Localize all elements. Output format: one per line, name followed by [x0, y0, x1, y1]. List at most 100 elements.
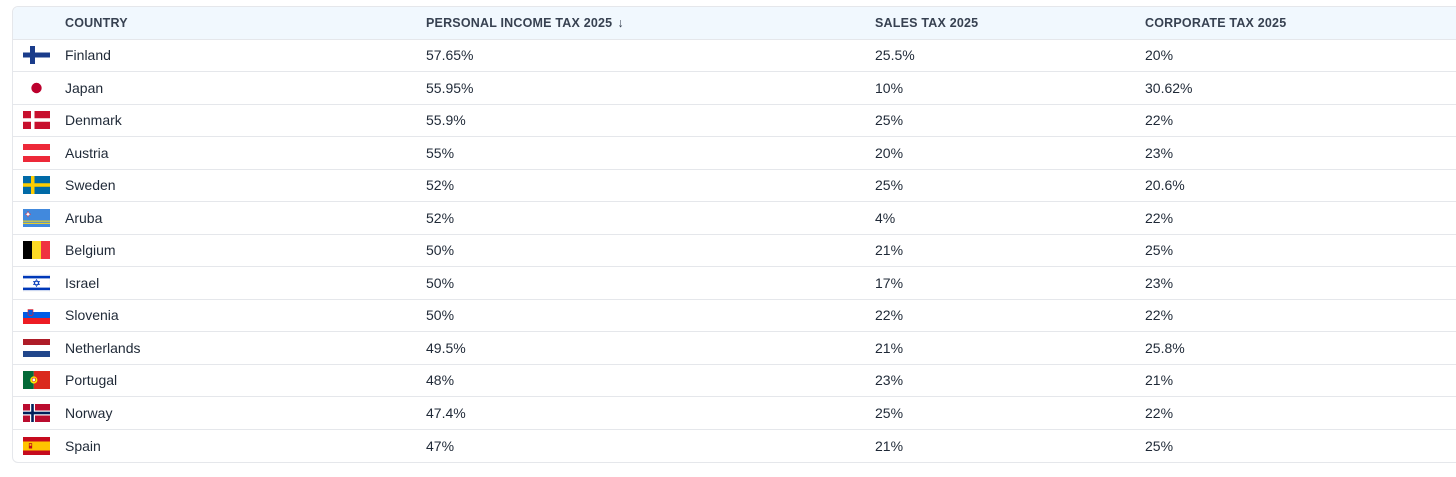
personal-income-tax-value: 55%	[426, 144, 455, 161]
personal-income-tax-value: 50%	[426, 242, 455, 259]
country-name: Norway	[65, 404, 113, 421]
header-country[interactable]: COUNTRY	[65, 7, 426, 40]
flag-cell	[13, 39, 65, 72]
country-name: Israel	[65, 274, 100, 291]
header-personal-income-tax[interactable]: PERSONAL INCOME TAX 2025 ↓	[426, 7, 875, 40]
israel-flag-icon	[23, 273, 50, 292]
corporate-tax-value: 21%	[1145, 372, 1174, 389]
country-name: Slovenia	[65, 307, 119, 324]
corporate-tax-value: 23%	[1145, 144, 1174, 161]
personal-income-tax-value: 57.65%	[426, 47, 474, 64]
flag-cell	[13, 299, 65, 332]
flag-cell	[13, 234, 65, 267]
flag-cell	[13, 397, 65, 430]
corporate-tax-value: 23%	[1145, 274, 1174, 291]
norway-flag-icon	[23, 403, 50, 422]
flag-cell	[13, 267, 65, 300]
personal-income-tax-value: 52%	[426, 209, 455, 226]
sales-tax-value: 25.5%	[875, 47, 915, 64]
sales-tax-value: 21%	[875, 339, 904, 356]
flag-cell	[13, 364, 65, 397]
sales-tax-value: 21%	[875, 242, 904, 259]
country-name: Aruba	[65, 209, 103, 226]
sales-tax-value: 20%	[875, 144, 904, 161]
sweden-flag-icon	[23, 176, 50, 195]
sales-tax-value: 25%	[875, 112, 904, 129]
personal-income-tax-value: 50%	[426, 274, 455, 291]
header-sales-tax[interactable]: SALES TAX 2025	[875, 7, 1145, 40]
personal-income-tax-value: 49.5%	[426, 339, 466, 356]
table-row: Slovenia 50% 22% 22%	[13, 299, 1456, 332]
corporate-tax-value: 30.62%	[1145, 79, 1193, 96]
sales-tax-value: 4%	[875, 209, 896, 226]
table-row: Portugal 48% 23% 21%	[13, 364, 1456, 397]
sales-tax-value: 25%	[875, 177, 904, 194]
table-row: Finland 57.65% 25.5% 20%	[13, 39, 1456, 72]
tax-table: COUNTRY PERSONAL INCOME TAX 2025 ↓ SALES …	[13, 7, 1456, 462]
sales-tax-value: 22%	[875, 307, 904, 324]
sales-tax-value: 21%	[875, 437, 904, 454]
sales-tax-value: 17%	[875, 274, 904, 291]
country-name: Portugal	[65, 372, 118, 389]
corporate-tax-value: 25%	[1145, 437, 1174, 454]
country-name: Japan	[65, 79, 104, 96]
flag-cell	[13, 137, 65, 170]
personal-income-tax-value: 52%	[426, 177, 455, 194]
personal-income-tax-value: 47.4%	[426, 404, 466, 421]
table-row: Netherlands 49.5% 21% 25.8%	[13, 332, 1456, 365]
table-row: Aruba 52% 4% 22%	[13, 202, 1456, 235]
corporate-tax-value: 25.8%	[1145, 339, 1185, 356]
sales-tax-value: 23%	[875, 372, 904, 389]
personal-income-tax-value: 48%	[426, 372, 455, 389]
portugal-flag-icon	[23, 371, 50, 390]
flag-cell	[13, 202, 65, 235]
table-row: Sweden 52% 25% 20.6%	[13, 169, 1456, 202]
country-name: Sweden	[65, 177, 116, 194]
aruba-flag-icon	[23, 208, 50, 227]
tax-table-container: COUNTRY PERSONAL INCOME TAX 2025 ↓ SALES …	[12, 6, 1456, 463]
slovenia-flag-icon	[23, 306, 50, 325]
corporate-tax-value: 22%	[1145, 209, 1174, 226]
personal-income-tax-value: 55.95%	[426, 79, 474, 96]
flag-cell	[13, 169, 65, 202]
country-name: Finland	[65, 47, 111, 64]
header-corporate-tax[interactable]: CORPORATE TAX 2025	[1145, 7, 1456, 40]
corporate-tax-value: 22%	[1145, 307, 1174, 324]
corporate-tax-value: 22%	[1145, 404, 1174, 421]
table-row: Belgium 50% 21% 25%	[13, 234, 1456, 267]
japan-flag-icon	[23, 78, 50, 97]
sales-tax-value: 25%	[875, 404, 904, 421]
header-personal-income-tax-label: PERSONAL INCOME TAX 2025	[426, 15, 613, 30]
finland-flag-icon	[23, 46, 50, 65]
flag-cell	[13, 332, 65, 365]
country-name: Denmark	[65, 112, 122, 129]
sort-descending-icon: ↓	[617, 15, 624, 30]
country-name: Belgium	[65, 242, 116, 259]
table-row: Japan 55.95% 10% 30.62%	[13, 72, 1456, 105]
personal-income-tax-value: 50%	[426, 307, 455, 324]
corporate-tax-value: 20%	[1145, 47, 1174, 64]
denmark-flag-icon	[23, 111, 50, 130]
country-name: Netherlands	[65, 339, 141, 356]
corporate-tax-value: 20.6%	[1145, 177, 1185, 194]
country-name: Austria	[65, 144, 109, 161]
corporate-tax-value: 25%	[1145, 242, 1174, 259]
corporate-tax-value: 22%	[1145, 112, 1174, 129]
austria-flag-icon	[23, 143, 50, 162]
personal-income-tax-value: 55.9%	[426, 112, 466, 129]
table-row: Israel 50% 17% 23%	[13, 267, 1456, 300]
table-row: Spain 47% 21% 25%	[13, 429, 1456, 462]
header-flag	[13, 7, 65, 40]
table-header-row: COUNTRY PERSONAL INCOME TAX 2025 ↓ SALES …	[13, 7, 1456, 40]
personal-income-tax-value: 47%	[426, 437, 455, 454]
country-name: Spain	[65, 437, 101, 454]
flag-cell	[13, 429, 65, 462]
table-row: Denmark 55.9% 25% 22%	[13, 104, 1456, 137]
flag-cell	[13, 72, 65, 105]
flag-cell	[13, 104, 65, 137]
sales-tax-value: 10%	[875, 79, 904, 96]
table-row: Norway 47.4% 25% 22%	[13, 397, 1456, 430]
belgium-flag-icon	[23, 241, 50, 260]
netherlands-flag-icon	[23, 338, 50, 357]
spain-flag-icon	[23, 436, 50, 455]
